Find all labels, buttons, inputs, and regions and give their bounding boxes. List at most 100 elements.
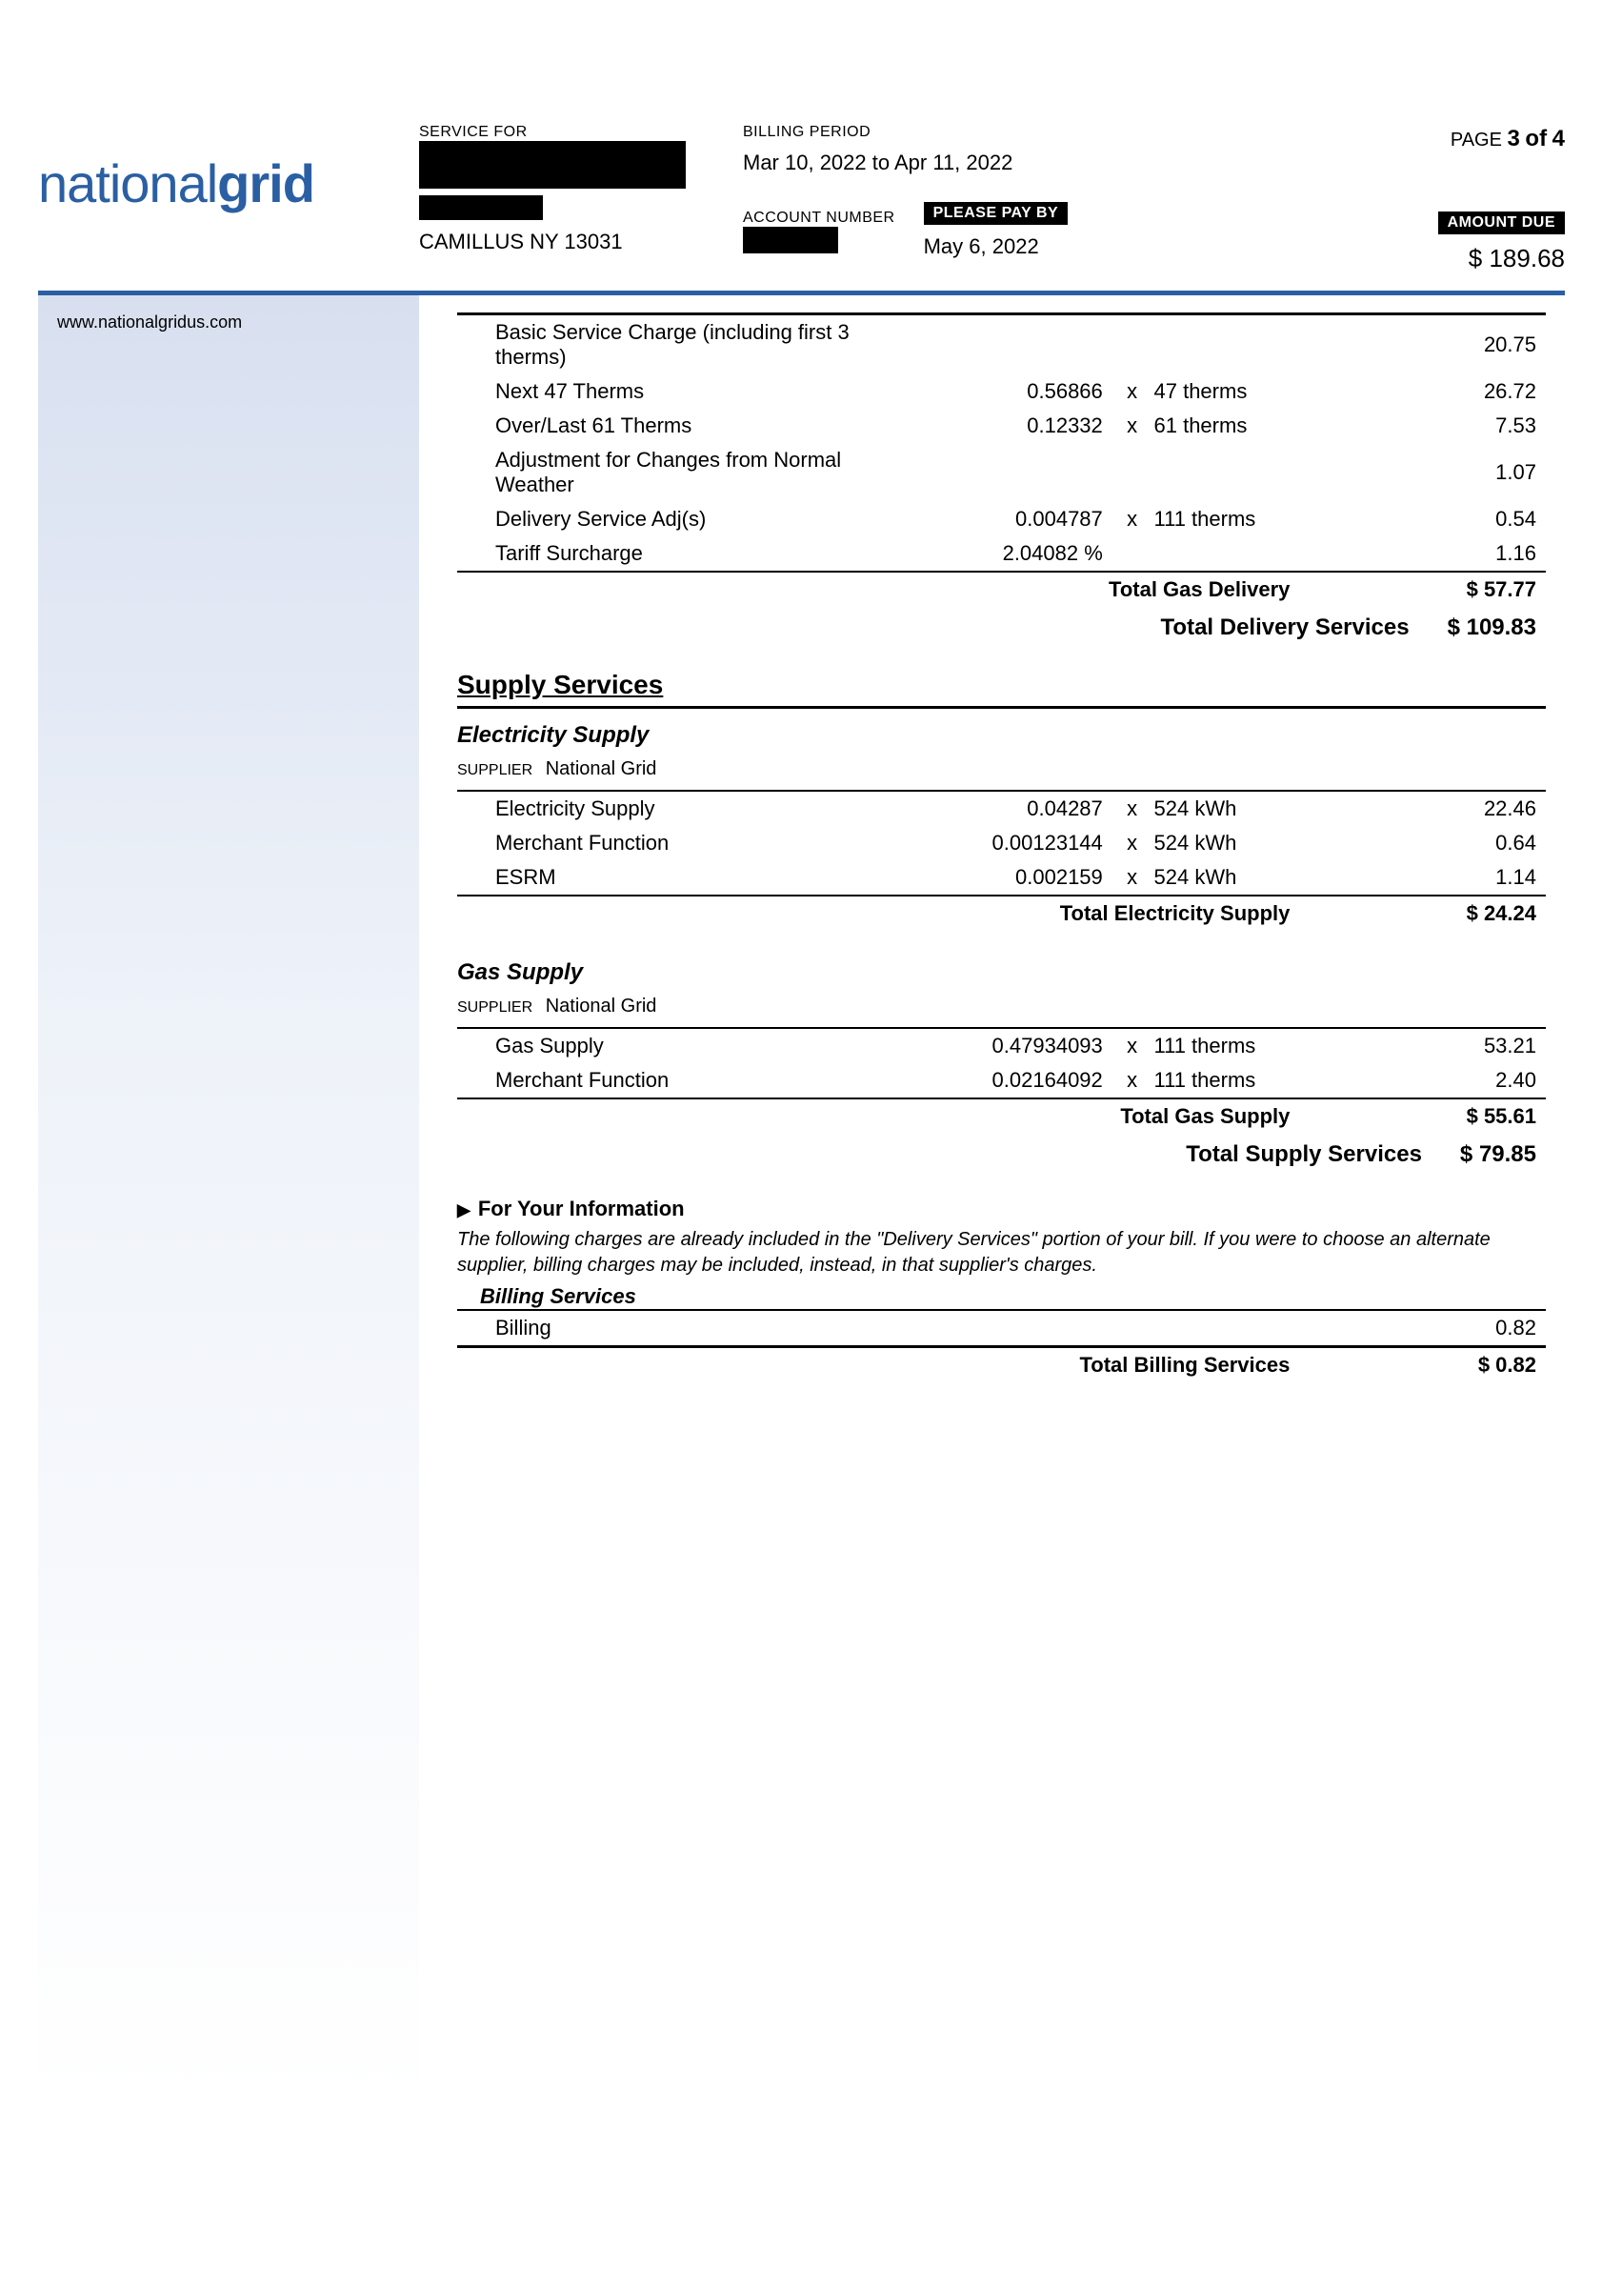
line-desc: Electricity Supply [457,792,914,826]
amount-due-label: AMOUNT DUE [1438,211,1565,234]
line-rate [914,443,1111,502]
line-rate: 0.04287 [914,792,1111,826]
line-desc: Next 47 Therms [457,374,914,409]
line-desc: Adjustment for Changes from Normal Weath… [457,443,914,502]
line-qty [1154,315,1329,374]
line-qty: 111 therms [1154,1063,1329,1098]
line-qty [1154,1311,1329,1347]
gas-delivery-table: Basic Service Charge (including first 3 … [457,312,1546,607]
line-rate [914,315,1111,374]
line-desc: Tariff Surcharge [457,536,914,572]
line-amt: 1.16 [1328,536,1546,572]
line-qty [1154,536,1329,572]
billing-total-label: Total Billing Services [457,1348,1328,1382]
gas-supply-heading: Gas Supply [457,959,1546,986]
line-x: x [1111,502,1154,536]
line-rate: 0.47934093 [914,1029,1111,1063]
line-rate: 0.004787 [914,502,1111,536]
line-qty [1154,443,1329,502]
please-pay-by-label: PLEASE PAY BY [924,202,1069,225]
line-x: x [1111,374,1154,409]
electricity-supply-heading: Electricity Supply [457,722,1546,749]
line-amt: 26.72 [1328,374,1546,409]
gas-supply-table: Gas Supply0.47934093x111 therms53.21Merc… [457,1027,1546,1134]
line-rate: 0.02164092 [914,1063,1111,1098]
gas-delivery-row: Next 47 Therms0.56866x47 therms26.72 [457,374,1546,409]
line-rate: 0.12332 [914,409,1111,443]
logo-text-2: grid [217,153,314,213]
logo: nationalgrid [38,124,419,214]
line-desc: Over/Last 61 Therms [457,409,914,443]
line-amt: 1.14 [1328,860,1546,896]
line-qty: 111 therms [1154,502,1329,536]
line-desc: Billing [457,1311,914,1347]
gas-delivery-total-label: Total Gas Delivery [457,573,1328,607]
line-x [1111,443,1154,502]
elec-supply-total-value: $ 24.24 [1328,896,1546,931]
info-text: The following charges are already includ… [457,1227,1546,1279]
line-x: x [1111,860,1154,896]
line-amt: 53.21 [1328,1029,1546,1063]
line-amt: 0.54 [1328,502,1546,536]
gas-delivery-row: Delivery Service Adj(s)0.004787x111 ther… [457,502,1546,536]
elec-supply-total-label: Total Electricity Supply [457,896,1328,931]
website-url: www.nationalgridus.com [57,312,419,332]
line-x: x [1111,1029,1154,1063]
billing-total-value: $ 0.82 [1328,1348,1546,1382]
gas-supply-row: Merchant Function0.02164092x111 therms2.… [457,1063,1546,1098]
line-amt: 0.64 [1328,826,1546,860]
amount-due-value: $ 189.68 [1374,244,1565,273]
line-x: x [1111,1063,1154,1098]
line-amt: 2.40 [1328,1063,1546,1098]
gas-supplier: SUPPLIER National Grid [457,996,1546,1017]
line-x [1111,1311,1154,1347]
line-amt: 22.46 [1328,792,1546,826]
supply-services-heading: Supply Services [457,670,1546,709]
redacted-name [419,141,686,189]
gas-delivery-row: Over/Last 61 Therms0.12332x61 therms7.53 [457,409,1546,443]
billing-period-value: Mar 10, 2022 to Apr 11, 2022 [743,151,1086,175]
line-rate: 2.04082 % [914,536,1111,572]
elec-supply-row: ESRM0.002159x524 kWh1.14 [457,860,1546,896]
line-amt: 20.75 [1328,315,1546,374]
gas-delivery-row: Tariff Surcharge2.04082 % 1.16 [457,536,1546,572]
line-qty: 111 therms [1154,1029,1329,1063]
line-desc: ESRM [457,860,914,896]
page-indicator: PAGE 3 of 4 [1374,124,1565,152]
billing-row: Billing 0.82 [457,1311,1546,1347]
gas-delivery-total-value: $ 57.77 [1328,573,1546,607]
elec-supply-row: Merchant Function0.00123144x524 kWh0.64 [457,826,1546,860]
billing-table: Billing 0.82 Total Billing Services $ 0.8… [457,1309,1546,1382]
line-desc: Merchant Function [457,826,914,860]
line-x [1111,315,1154,374]
line-qty: 47 therms [1154,374,1329,409]
elec-supply-row: Electricity Supply0.04287x524 kWh22.46 [457,792,1546,826]
gas-delivery-row: Adjustment for Changes from Normal Weath… [457,443,1546,502]
line-rate [914,1311,1111,1347]
gas-supply-total-label: Total Gas Supply [457,1099,1328,1134]
line-amt: 0.82 [1328,1311,1546,1347]
line-desc: Merchant Function [457,1063,914,1098]
gas-delivery-row: Basic Service Charge (including first 3 … [457,315,1546,374]
line-qty: 61 therms [1154,409,1329,443]
line-qty: 524 kWh [1154,792,1329,826]
delivery-total-value: $ 109.83 [1448,614,1536,641]
line-x: x [1111,409,1154,443]
line-desc: Delivery Service Adj(s) [457,502,914,536]
line-rate: 0.002159 [914,860,1111,896]
line-desc: Gas Supply [457,1029,914,1063]
billing-services-heading: Billing Services [457,1284,1546,1309]
line-rate: 0.56866 [914,374,1111,409]
line-qty: 524 kWh [1154,860,1329,896]
supply-total-value: $ 79.85 [1460,1141,1536,1168]
line-rate: 0.00123144 [914,826,1111,860]
redacted-street [419,195,543,220]
info-heading: For Your Information [457,1197,1546,1221]
line-qty: 524 kWh [1154,826,1329,860]
service-for-label: SERVICE FOR [419,124,743,141]
line-x: x [1111,792,1154,826]
elec-supply-table: Electricity Supply0.04287x524 kWh22.46Me… [457,790,1546,931]
supply-total-label: Total Supply Services [1186,1141,1422,1168]
service-city: CAMILLUS NY 13031 [419,230,743,254]
line-amt: 1.07 [1328,443,1546,502]
